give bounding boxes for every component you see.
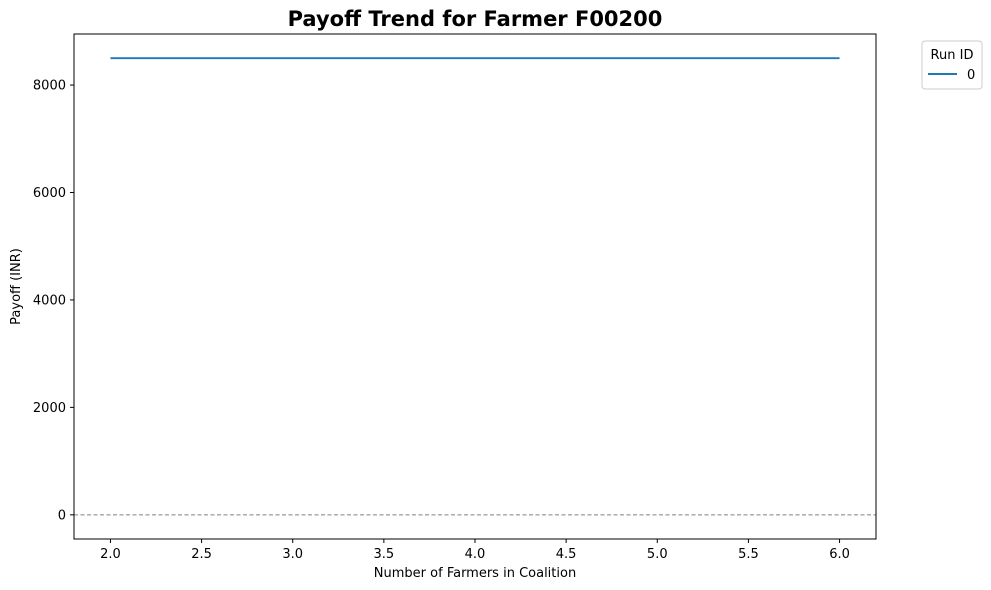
- x-tick-label: 2.5: [191, 547, 212, 562]
- y-tick-label: 8000: [33, 79, 66, 94]
- x-tick-label: 5.5: [738, 547, 759, 562]
- x-tick-label: 4.0: [465, 547, 486, 562]
- chart-title: Payoff Trend for Farmer F00200: [288, 7, 663, 31]
- legend-title: Run ID: [931, 48, 974, 63]
- x-axis-label: Number of Farmers in Coalition: [374, 566, 576, 581]
- y-tick-label: 2000: [33, 401, 66, 416]
- x-tick-label: 4.5: [556, 547, 577, 562]
- plot-area: [74, 57, 876, 516]
- y-tick-label: 4000: [33, 293, 66, 308]
- x-tick-label: 5.0: [647, 547, 668, 562]
- x-tick-label: 2.0: [100, 547, 121, 562]
- y-axis: 0 2000 4000 6000 8000: [33, 79, 74, 523]
- legend-box: [921, 40, 983, 90]
- x-tick-label: 3.5: [374, 547, 395, 562]
- axes-frame: [73, 33, 877, 540]
- x-axis: 2.0 2.5 3.0 3.5 4.0 4.5 5.0 5.5 6.0: [100, 539, 850, 562]
- x-tick-label: 6.0: [829, 547, 850, 562]
- y-tick-label: 0: [58, 508, 66, 523]
- legend: Run ID 0: [921, 40, 983, 90]
- x-tick-label: 3.0: [282, 547, 303, 562]
- legend-label: 0: [967, 68, 975, 83]
- y-axis-label: Payoff (INR): [9, 248, 24, 325]
- y-tick-label: 6000: [33, 186, 66, 201]
